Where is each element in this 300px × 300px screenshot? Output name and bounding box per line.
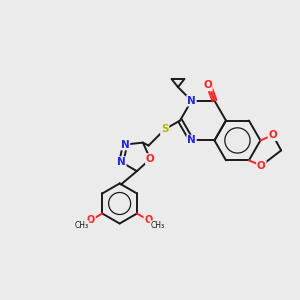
Text: O: O (203, 80, 212, 90)
Text: N: N (187, 96, 196, 106)
Text: O: O (257, 160, 266, 171)
Text: N: N (187, 135, 196, 146)
Text: O: O (144, 215, 153, 225)
Text: O: O (146, 154, 154, 164)
Text: O: O (87, 215, 95, 225)
Text: N: N (121, 140, 129, 149)
Text: O: O (268, 130, 277, 140)
Text: S: S (161, 124, 169, 134)
Text: CH₃: CH₃ (75, 221, 89, 230)
Text: N: N (117, 157, 126, 167)
Text: CH₃: CH₃ (150, 221, 164, 230)
